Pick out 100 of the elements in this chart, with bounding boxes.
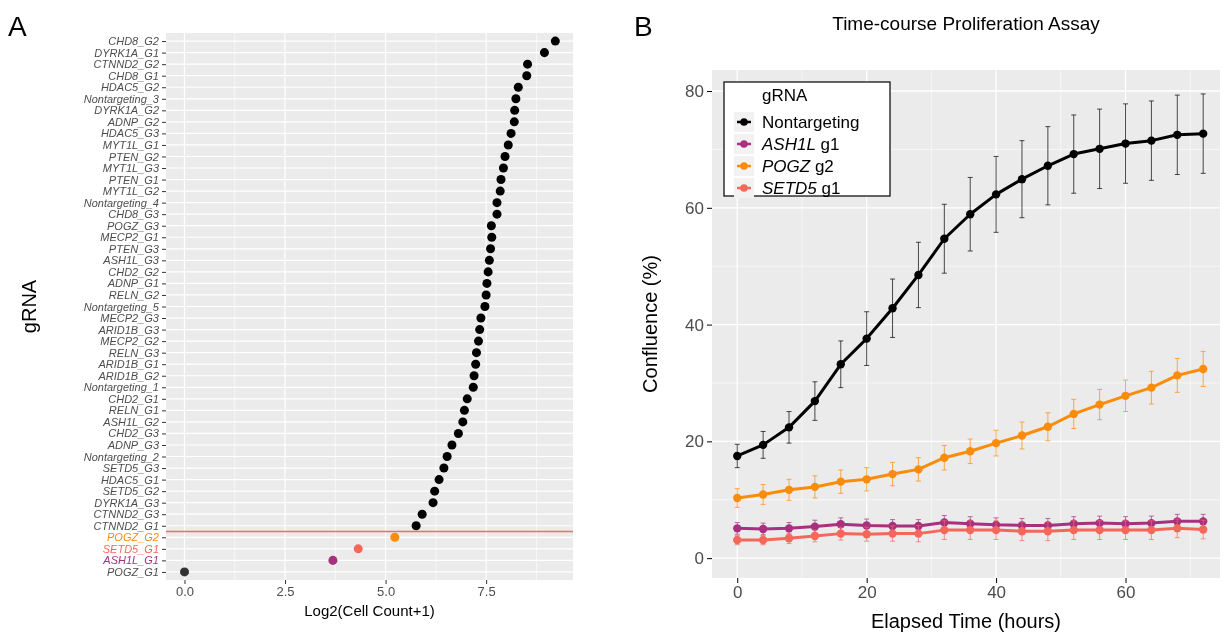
point [522, 71, 532, 81]
x-axis-title: Log2(Cell Count+1) [304, 602, 435, 619]
text: A [8, 11, 27, 42]
point [417, 509, 427, 519]
y-tick-label: POGZ_G1 [107, 565, 159, 578]
legend-label: Nontargeting [762, 113, 860, 132]
point [492, 209, 502, 219]
y-tick-label: SETD5_G3 [102, 462, 160, 475]
point [1017, 431, 1027, 440]
y-tick-label: MECP2_G3 [100, 312, 160, 325]
y-tick-label: CTNND2_G2 [93, 58, 159, 71]
chart-title: Time-course Proliferation Assay [832, 13, 1101, 34]
point [733, 451, 742, 461]
point [940, 234, 949, 243]
y-tick-label: Nontargeting_2 [83, 450, 159, 463]
point [914, 529, 923, 538]
point [1121, 525, 1130, 535]
y-tick-label: CTNND2_G1 [93, 519, 159, 532]
y-tick-label: 0 [694, 549, 704, 569]
y-tick-label: MECP2_G2 [100, 335, 159, 348]
legend-label: POGZ g2 [762, 157, 834, 176]
point [550, 36, 560, 46]
y-tick-label: PTEN_G3 [108, 242, 160, 255]
point [484, 255, 494, 265]
point [1173, 371, 1182, 380]
point [991, 438, 1001, 448]
y-tick-label: 20 [685, 432, 704, 452]
y-tick-label: CHD8_G1 [108, 69, 159, 82]
point [914, 270, 923, 280]
y-tick-label: MYT1L_G3 [102, 162, 160, 175]
y-tick-label: ADNP_G2 [106, 115, 159, 128]
point [453, 428, 463, 438]
point [758, 490, 768, 499]
point [940, 453, 949, 462]
y-tick-label: ARID1B_G3 [97, 323, 160, 336]
point [966, 210, 975, 219]
point [1069, 149, 1078, 159]
x-tick-label: 5.0 [377, 584, 396, 600]
point [1043, 161, 1053, 170]
y-tick-label: ADNP_G3 [106, 439, 160, 451]
point [862, 334, 871, 343]
y-tick-label: CHD8_G2 [108, 35, 159, 48]
point [888, 529, 897, 538]
point [784, 485, 794, 495]
y-tick-label: Nontargeting_3 [83, 92, 160, 105]
point [458, 417, 468, 427]
point [471, 348, 481, 358]
x-tick-label: 20 [857, 583, 877, 603]
point [810, 396, 820, 406]
y-tick-label: DYRK1A_G1 [94, 46, 159, 59]
point [469, 371, 479, 381]
y-tick-label: DYRK1A_G3 [94, 496, 160, 509]
point [442, 452, 452, 462]
x-tick-label: 60 [1116, 583, 1136, 603]
point [500, 151, 510, 161]
y-tick-label: ARID1B_G1 [97, 358, 159, 371]
point [487, 232, 497, 242]
point [476, 313, 486, 323]
point [1017, 527, 1027, 536]
point [480, 301, 490, 312]
point [991, 190, 1001, 199]
point [506, 128, 516, 138]
point [459, 405, 469, 415]
y-tick-label: 80 [685, 81, 704, 101]
point [940, 525, 949, 535]
y-tick-label: DYRK1A_G2 [94, 104, 159, 117]
x-axis-title: Elapsed Time (hours) [870, 610, 1062, 632]
point [430, 486, 440, 496]
x-tick-label: 7.5 [477, 584, 496, 600]
point [486, 244, 496, 254]
point [439, 463, 449, 473]
point [1173, 130, 1182, 139]
point [390, 532, 400, 542]
text: B [634, 11, 653, 42]
y-tick-label: 40 [685, 315, 704, 335]
y-tick-label: ASH1L_G3 [102, 254, 160, 267]
point [513, 82, 523, 92]
y-tick-label: CHD2_G2 [108, 265, 159, 278]
y-tick-label: Nontargeting_1 [83, 381, 159, 394]
point [509, 117, 519, 127]
point [1095, 525, 1104, 535]
point [1198, 364, 1208, 374]
y-axis-title: Confluence (%) [639, 255, 661, 393]
point [1147, 383, 1156, 392]
point [1043, 422, 1053, 431]
point [1121, 139, 1130, 148]
legend-label: SETD5 g1 [762, 179, 841, 198]
point [888, 304, 897, 313]
point [503, 140, 513, 150]
y-tick-label: MECP2_G1 [100, 231, 159, 244]
y-axis-title: gRNA [18, 279, 40, 334]
y-tick-label: RELN_G1 [108, 404, 159, 417]
y-tick-label: ARID1B_G2 [97, 369, 159, 382]
y-tick-label: RELN_G2 [108, 288, 159, 301]
y-tick-label: 60 [685, 198, 704, 218]
point [914, 465, 923, 474]
point [328, 555, 338, 565]
legend-title: gRNA [762, 86, 809, 105]
y-tick-label: MYT1L_G2 [102, 185, 159, 198]
point [481, 290, 491, 300]
